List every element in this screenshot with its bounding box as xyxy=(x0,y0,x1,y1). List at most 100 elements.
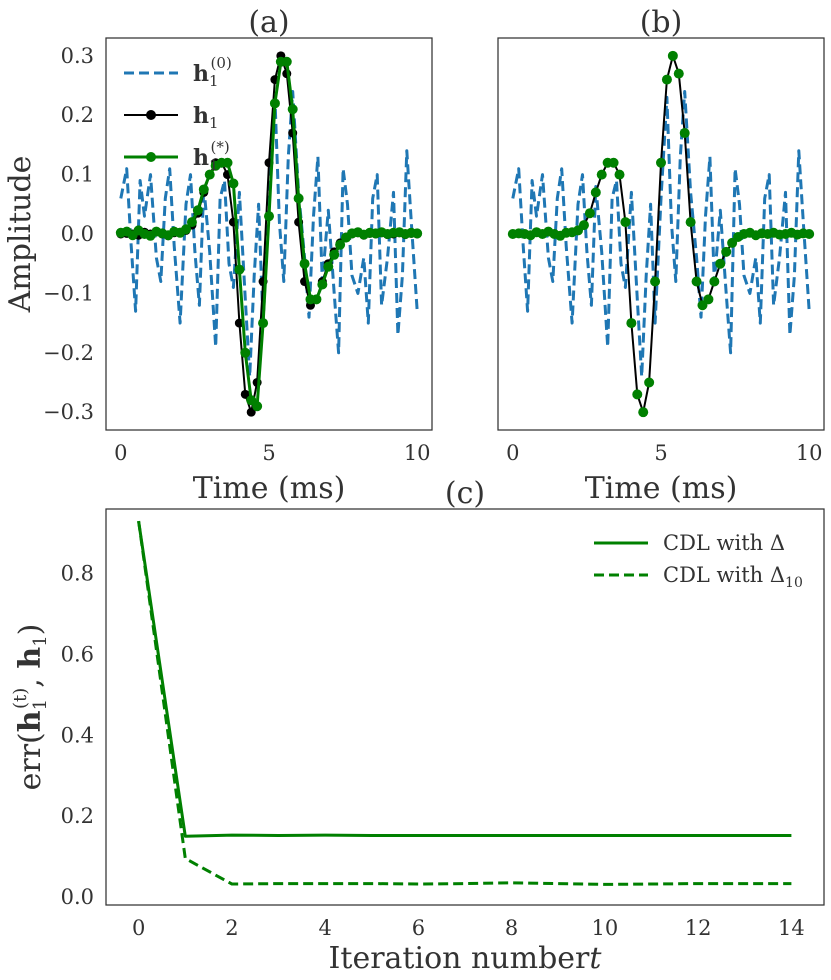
y-label-h: h xyxy=(13,647,48,669)
panel-title-a: (a) xyxy=(248,5,289,40)
legend-text: CDL with Δ xyxy=(663,531,785,555)
legend-text: CDL with Δ xyxy=(663,563,785,587)
point-estimate xyxy=(608,157,619,168)
line-cdl_delta xyxy=(137,520,792,838)
x-tick-label: 5 xyxy=(262,441,275,465)
y-label-sub: 1 xyxy=(30,635,51,646)
y-label-sep: , xyxy=(13,669,48,688)
point-estimate xyxy=(192,205,203,216)
legend-sub: 1 xyxy=(209,72,219,90)
point-estimate xyxy=(650,276,661,287)
point-estimate xyxy=(703,294,714,305)
x-tick-label: 10 xyxy=(592,916,619,940)
y-label-h: h xyxy=(13,710,48,732)
y-tick-label: 0.2 xyxy=(61,804,94,828)
point-estimate xyxy=(614,169,625,180)
y-tick-label: 0.8 xyxy=(61,562,94,586)
legend-marker-true xyxy=(146,110,156,120)
plot-area-c xyxy=(137,520,792,886)
panel-a: (a) 0 5 10 −0.3 −0.2 −0.1 0.0 0.1 0.2 0.3 Time (ms)… xyxy=(3,5,433,506)
point-estimate xyxy=(709,276,720,287)
x-tick-label: 6 xyxy=(412,916,425,940)
point-estimate xyxy=(679,128,690,139)
plot-frame-c xyxy=(105,508,825,906)
x-tick-label: 14 xyxy=(778,916,805,940)
legend-label-initial: h1(0) xyxy=(193,54,232,90)
y-tick-label: −0.3 xyxy=(43,400,94,424)
x-tick-label: 4 xyxy=(318,916,331,940)
point-estimate xyxy=(317,279,328,290)
legend-label-cdl_delta: CDL with Δ xyxy=(663,531,785,555)
x-tick-label: 10 xyxy=(404,441,431,465)
point-estimate xyxy=(228,178,239,189)
point-estimate xyxy=(685,217,696,228)
line-initial xyxy=(511,90,811,378)
point-estimate xyxy=(311,294,322,305)
point-estimate xyxy=(656,157,666,168)
plot-frame-b xyxy=(497,37,825,431)
x-tick-label: 0 xyxy=(506,441,519,465)
legend-marker-estimate xyxy=(146,152,156,162)
y-tick-label: 0.2 xyxy=(61,103,94,127)
point-estimate xyxy=(596,169,607,180)
point-estimate xyxy=(204,169,215,180)
x-axis-label-a: Time (ms) xyxy=(193,471,346,506)
point-estimate xyxy=(234,264,245,275)
point-estimate xyxy=(715,258,726,269)
point-estimate xyxy=(287,104,298,115)
point-estimate xyxy=(578,220,589,231)
point-estimate xyxy=(329,249,340,260)
point-estimate xyxy=(281,56,292,67)
y-tick-label: 0.0 xyxy=(61,885,94,909)
plot-area-a xyxy=(115,51,423,417)
point-estimate xyxy=(590,187,601,198)
point-estimate xyxy=(620,217,631,228)
point-estimate xyxy=(299,258,310,269)
point-estimate xyxy=(412,228,423,239)
x-tick-label: 5 xyxy=(654,441,667,465)
legend-label-true: h1 xyxy=(193,103,219,132)
plot-area-b xyxy=(507,50,815,418)
legend-sub: 1 xyxy=(209,156,219,174)
legend-h: h xyxy=(193,61,209,87)
point-estimate xyxy=(181,224,192,235)
y-tick-label: 0.1 xyxy=(61,163,94,187)
point-true xyxy=(246,407,256,417)
y-tick-label: −0.1 xyxy=(43,281,94,305)
series-initial xyxy=(511,90,811,378)
x-axis-label-b: Time (ms) xyxy=(585,471,738,506)
panel-title-c: (c) xyxy=(445,476,485,511)
y-tick-label: 0.4 xyxy=(61,723,94,747)
y-axis-label-a: Amplitude xyxy=(3,156,38,314)
point-estimate xyxy=(804,229,815,239)
y-axis-label-c: err(h1(t), h1) xyxy=(10,624,51,791)
y-label-suffix: ) xyxy=(13,624,48,636)
point-estimate xyxy=(222,157,233,168)
y-label-sup: (t) xyxy=(10,688,31,709)
point-estimate xyxy=(335,239,346,250)
point-estimate xyxy=(252,401,263,412)
y-label-sub: 1 xyxy=(30,699,51,710)
point-estimate xyxy=(638,407,649,418)
x-tick-label: 0 xyxy=(132,916,145,940)
point-estimate xyxy=(584,208,595,219)
x-axis-label-variable: t xyxy=(589,941,602,976)
series-estimate xyxy=(115,56,423,412)
series-estimate xyxy=(507,50,815,418)
point-estimate xyxy=(667,50,678,61)
point-estimate xyxy=(264,211,274,222)
y-tick-label: 0.0 xyxy=(61,222,94,246)
point-estimate xyxy=(186,217,197,228)
y-tick-label: −0.2 xyxy=(43,341,94,365)
line-cdl_delta10 xyxy=(137,520,792,886)
y-tick-label: 0.3 xyxy=(61,44,94,68)
legend-h: h xyxy=(193,145,209,171)
point-estimate xyxy=(626,318,637,329)
point-estimate xyxy=(240,347,251,358)
point-estimate xyxy=(323,261,334,272)
x-tick-label: 8 xyxy=(505,916,518,940)
y-tick-label: 0.6 xyxy=(61,642,94,666)
series-cdl_delta xyxy=(137,520,792,838)
